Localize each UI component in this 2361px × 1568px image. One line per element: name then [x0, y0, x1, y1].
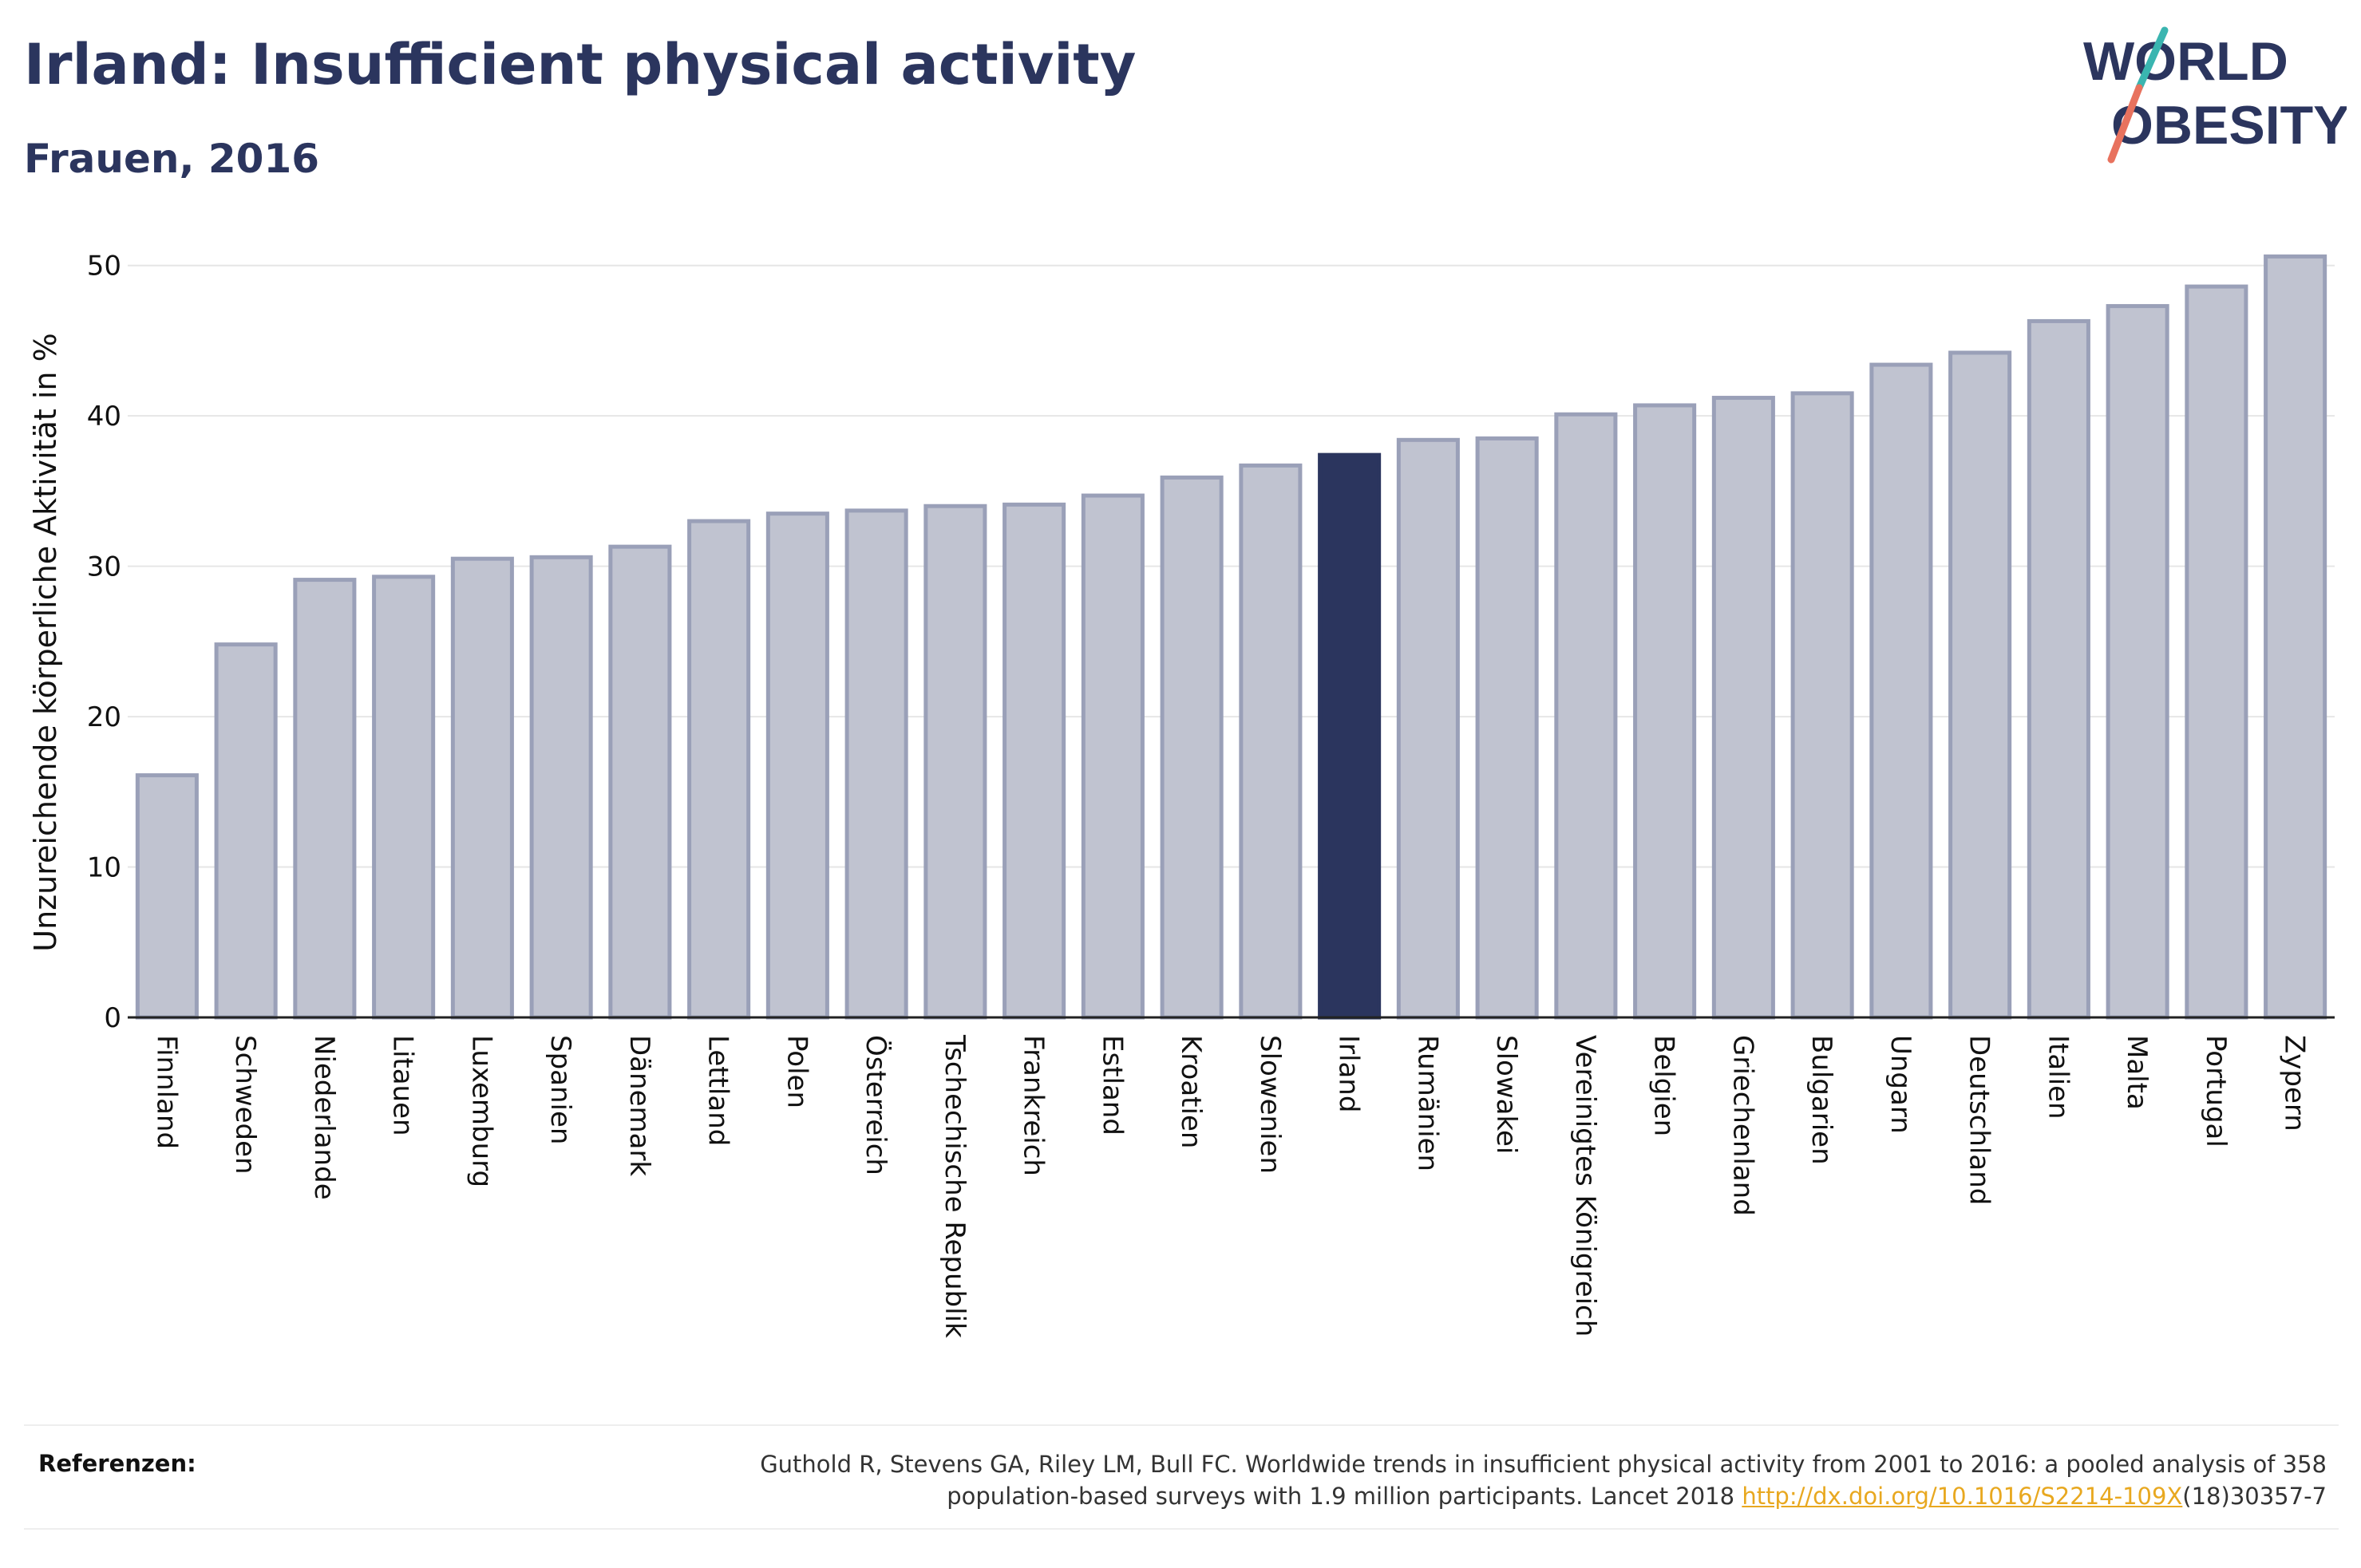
bar-ungarn [1869, 362, 1933, 1020]
reference-doi-link[interactable]: http://dx.doi.org/10.1016/S2214-109X [1742, 1483, 2183, 1510]
bar-tschechische-republik [923, 504, 987, 1020]
x-tick-label: Dänemark [623, 1035, 655, 1176]
references-text: Guthold R, Stevens GA, Riley LM, Bull FC… [571, 1448, 2327, 1512]
chart-title: Irland: Insufficient physical activity [24, 32, 1137, 97]
y-tick-label: 30 [87, 551, 121, 583]
x-tick-label: Tschechische Republik [939, 1034, 971, 1338]
x-tick-label: Italien [2042, 1035, 2074, 1120]
y-tick-label: 20 [87, 701, 121, 733]
y-tick-label: 50 [87, 251, 121, 282]
logo-line1: WORLD [2083, 31, 2288, 92]
x-tick-label: Rumänien [1411, 1035, 1443, 1171]
x-tick-label: Griechenland [1726, 1035, 1758, 1216]
bar-griechenland [1711, 396, 1775, 1020]
logo-slash-teal [2135, 26, 2169, 92]
bar-zypern [2264, 254, 2327, 1020]
x-tick-label: Belgien [1648, 1035, 1680, 1136]
x-tick-label: Lettland [702, 1035, 734, 1146]
x-tick-label: Zypern [2279, 1035, 2311, 1132]
bar-slowenien [1239, 463, 1303, 1020]
bar-belgien [1633, 403, 1697, 1020]
references-box: Referenzen: Guthold R, Stevens GA, Riley… [24, 1424, 2339, 1530]
x-tick-label: Frankreich [1018, 1035, 1050, 1176]
x-tick-label: Deutschland [1964, 1035, 1995, 1205]
x-tick-label: Vereinigtes Königreich [1569, 1035, 1601, 1337]
bar-finnland [135, 773, 199, 1020]
x-tick-label: Österreich [860, 1035, 892, 1175]
references-label: Referenzen: [38, 1450, 196, 1477]
bar-estland [1081, 493, 1145, 1020]
x-tick-label: Kroatien [1175, 1035, 1207, 1148]
x-tick-label: Polen [781, 1035, 813, 1108]
y-tick-label: 40 [87, 401, 121, 432]
bar-malta [2106, 304, 2169, 1020]
bar-luxemburg [450, 556, 514, 1020]
bars [135, 254, 2327, 1020]
y-tick-label: 10 [87, 852, 121, 884]
x-tick-label: Slowakei [1490, 1035, 1522, 1154]
x-tick-label: Niederlande [308, 1035, 340, 1200]
x-tick-label: Bulgarien [1805, 1035, 1837, 1165]
logo-line2: OBESITY [2111, 95, 2347, 156]
bar-kroatien [1160, 475, 1224, 1020]
bar-rumänien [1396, 437, 1460, 1020]
bar-polen [765, 511, 829, 1020]
x-tick-label: Slowenien [1254, 1035, 1286, 1174]
bar-irland [1318, 452, 1382, 1020]
world-obesity-logo: WORLD OBESITY [2083, 26, 2347, 164]
y-axis-label: Unzureichende körperliche Aktivität in % [28, 333, 63, 951]
bar-lettland [687, 519, 751, 1020]
bar-chart: 0 10 20 30 40 50 Finnland Schweden Niederlande L… [28, 251, 2335, 1338]
logo-slash-coral [2107, 84, 2143, 164]
chart-subtitle: Frauen, 2016 [24, 136, 320, 182]
x-tick-label: Estland [1096, 1035, 1128, 1136]
bar-dänemark [608, 544, 672, 1020]
x-tick-label: Spanien [544, 1035, 576, 1144]
reference-line2-prefix: population-based surveys with 1.9 millio… [947, 1483, 1742, 1510]
x-axis-ticks: Finnland Schweden Niederlande Litauen Luxemb… [150, 1034, 2310, 1338]
bar-österreich [844, 508, 908, 1020]
x-tick-label: Luxemburg [465, 1035, 497, 1187]
bar-spanien [529, 555, 593, 1020]
bar-deutschland [1948, 350, 2012, 1020]
bar-bulgarien [1790, 391, 1854, 1020]
x-tick-label: Litauen [387, 1035, 419, 1136]
bar-litauen [372, 575, 436, 1020]
bar-niederlande [293, 578, 357, 1020]
reference-line1: Guthold R, Stevens GA, Riley LM, Bull FC… [760, 1451, 2327, 1478]
bar-italien [2027, 318, 2090, 1020]
x-tick-label: Malta [2121, 1035, 2153, 1110]
reference-line2-suffix: (18)30357-7 [2182, 1483, 2327, 1510]
y-tick-label: 0 [104, 1002, 121, 1034]
x-tick-label: Ungarn [1884, 1035, 1916, 1134]
bar-slowakei [1475, 436, 1539, 1020]
y-axis-ticks: 0 10 20 30 40 50 [87, 251, 121, 1034]
x-tick-label: Irland [1333, 1035, 1365, 1112]
bar-vereinigtes-königreich [1554, 412, 1618, 1020]
bar-portugal [2185, 284, 2248, 1020]
bar-frankreich [1003, 502, 1066, 1020]
bar-schweden [214, 642, 278, 1020]
x-tick-label: Schweden [229, 1035, 261, 1175]
x-tick-label: Portugal [2200, 1035, 2232, 1147]
x-tick-label: Finnland [150, 1035, 182, 1149]
